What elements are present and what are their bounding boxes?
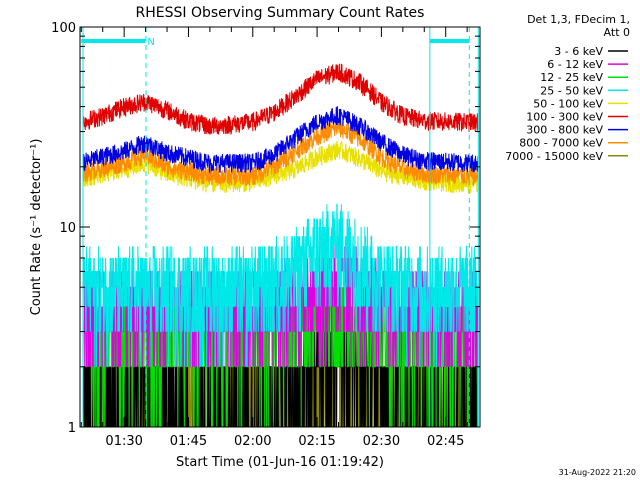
- series-100-300keV: [82, 63, 479, 135]
- x-tick-label: 02:30: [363, 434, 400, 449]
- y-axis-label: Count Rate (s⁻¹ detector⁻¹): [29, 139, 44, 316]
- series-line: [82, 63, 479, 135]
- series-25-50keV: [82, 203, 479, 368]
- y-tick-label: 1: [68, 421, 76, 436]
- legend-label: 100 - 300 keV: [526, 111, 603, 124]
- series-line: [82, 106, 479, 174]
- legend-label: 25 - 50 keV: [540, 84, 603, 97]
- x-tick-label: 01:30: [105, 434, 142, 449]
- series-line: [82, 203, 479, 368]
- x-tick-label: 02:00: [234, 434, 271, 449]
- axes-layer: 01:30 01:45 02:00 02:15 02:30 02:45 1 10 100: [51, 21, 480, 449]
- y-tick-label: 100: [51, 21, 76, 36]
- chart-title: RHESSI Observing Summary Count Rates: [136, 5, 425, 21]
- legend-label: 3 - 6 keV: [554, 45, 603, 58]
- x-tick-label: 02:45: [427, 434, 464, 449]
- annotation-label: N: [147, 37, 154, 48]
- x-tick-label: 01:45: [170, 434, 207, 449]
- legend-label: 800 - 7000 keV: [519, 137, 603, 150]
- footer-date: 31-Aug-2022 21:20: [559, 468, 636, 477]
- legend-label: 7000 - 15000 keV: [505, 150, 603, 163]
- legend-label: 12 - 25 keV: [540, 71, 603, 84]
- legend-label: 50 - 100 keV: [533, 97, 603, 110]
- x-tick-label: 02:15: [298, 434, 335, 449]
- x-axis-label: Start Time (01-Jun-16 01:19:42): [176, 455, 384, 470]
- series-300-800keV: [82, 106, 479, 174]
- legend-label: 6 - 12 keV: [547, 58, 603, 71]
- info-line-2: Att 0: [604, 26, 630, 39]
- info-line-1: Det 1,3, FDecim 1,: [527, 13, 630, 26]
- data-layer: [82, 63, 479, 428]
- legend-label: 300 - 800 keV: [526, 124, 603, 137]
- y-tick-label: 10: [59, 221, 76, 236]
